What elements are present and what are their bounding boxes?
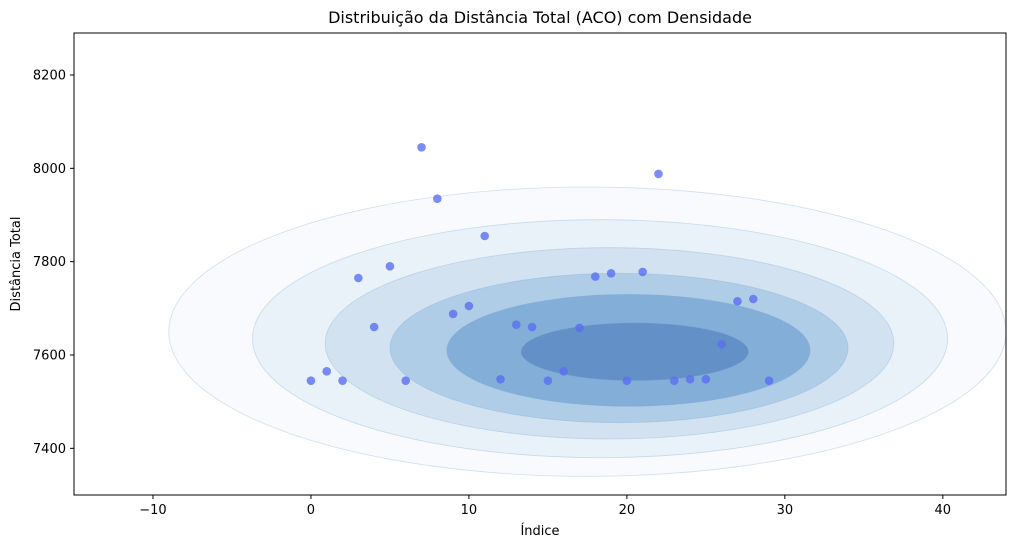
data-point [417, 143, 426, 152]
data-point [448, 309, 458, 319]
data-point [306, 376, 316, 385]
data-point [527, 322, 537, 332]
data-point [322, 367, 332, 376]
x-axis-label: Índice [520, 523, 559, 539]
x-tick-label: −10 [139, 503, 166, 518]
data-point [433, 194, 442, 203]
data-point [338, 376, 347, 385]
y-tick-label: 8200 [33, 69, 66, 84]
y-tick-label: 7800 [33, 255, 66, 270]
y-axis-ticks: 7400 7600 7800 8000 8200 [33, 69, 74, 457]
data-point [480, 231, 490, 241]
data-point [385, 262, 395, 271]
data-point [733, 297, 742, 306]
data-point [638, 267, 647, 277]
data-point [590, 272, 600, 281]
plot-frame [73, 32, 1007, 496]
data-point [701, 374, 711, 384]
data-point [622, 376, 632, 385]
chart-title: Distribuição da Distância Total (ACO) co… [328, 8, 752, 27]
data-point [543, 376, 553, 385]
y-axis-label: Distância Total [9, 217, 24, 312]
y-tick-label: 8000 [33, 162, 66, 177]
data-point [401, 376, 411, 385]
x-tick-label: 30 [777, 503, 794, 518]
data-point [685, 374, 695, 384]
data-point [464, 301, 474, 311]
data-point [748, 294, 758, 304]
x-axis-ticks: −10 0 10 20 30 40 [139, 495, 951, 518]
density-level-5 [446, 293, 811, 407]
data-point [669, 376, 679, 385]
data-point [575, 323, 584, 333]
density-level-6 [520, 322, 749, 382]
data-point [606, 269, 616, 278]
y-tick-label: 7600 [33, 349, 66, 364]
data-point [654, 169, 663, 179]
y-tick-label: 7400 [33, 442, 66, 457]
data-point [369, 322, 379, 332]
data-points [306, 143, 774, 385]
x-tick-label: 10 [461, 503, 478, 518]
x-tick-label: 20 [619, 503, 636, 518]
density-contours [168, 186, 1006, 477]
data-point [354, 273, 363, 283]
x-tick-label: 40 [935, 503, 952, 518]
data-point [559, 367, 568, 376]
data-point [717, 339, 726, 349]
data-point [512, 320, 521, 329]
data-point [764, 376, 774, 385]
data-point [496, 374, 505, 384]
x-tick-label: 0 [307, 503, 315, 518]
